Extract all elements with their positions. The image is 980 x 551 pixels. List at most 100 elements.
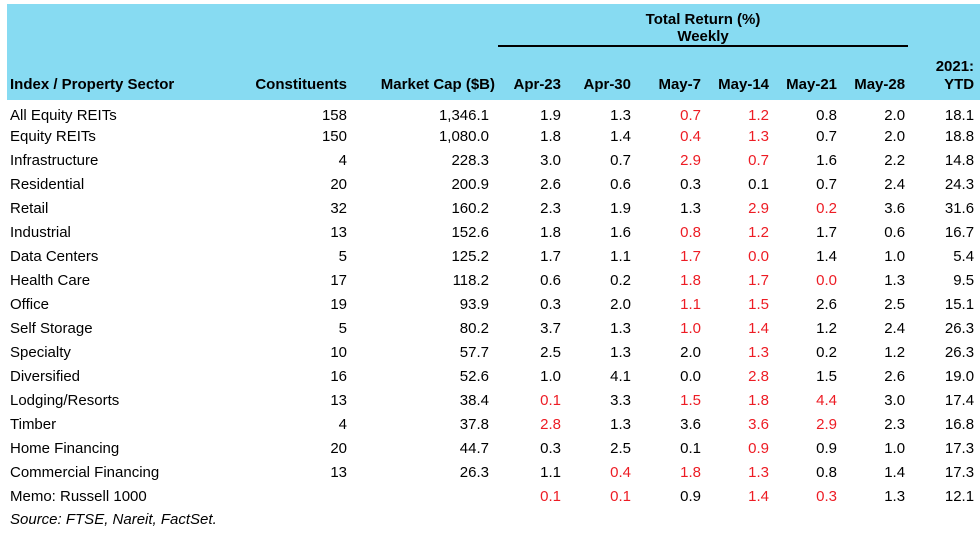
table-cell: 0.7 [680,106,701,124]
group-header-row: Total Return (%) Weekly [7,4,980,47]
table-cell: 1.5 [816,367,837,385]
source-note: Source: FTSE, Nareit, FactSet. [10,511,217,528]
table-cell: 44.7 [459,439,489,457]
table-cell: 1.1 [610,247,631,265]
table-cell: 1.4 [884,463,906,481]
table-cell: 1.3 [610,415,631,433]
table-row: Timber 4 37.8 2.8 1.3 3.6 3.6 2.9 2.3 16.8 [7,412,980,436]
group-title-line2: Weekly [677,28,729,45]
table-cell: 0.8 [680,223,701,241]
table-cell: Lodging/Resorts [10,391,120,409]
table-cell: 2.5 [884,295,906,313]
table-cell: 1.7 [748,271,769,289]
table-cell: 26.3 [944,319,975,337]
table-cell: 0.8 [816,463,837,481]
table-cell: 80.2 [459,319,489,337]
col-header-constituents: Constituents [245,46,350,100]
table-cell: 2.8 [540,415,561,433]
col-header-week-may-7: May-7 [634,46,704,100]
table-cell: 20 [330,175,347,193]
table-cell: 0.9 [748,439,769,457]
table-cell: 0.7 [748,151,769,169]
table-cell: Specialty [10,343,71,361]
table-cell: 13 [330,463,347,481]
table-cell: 0.7 [610,151,631,169]
table-cell: Home Financing [10,439,120,457]
table-cell: 2.2 [884,151,906,169]
group-title-line1: Total Return (%) [645,11,761,28]
table-cell: 3.3 [610,391,631,409]
table-cell: 26.3 [459,463,489,481]
table-cell: 0.3 [540,295,561,313]
table-cell: 2.0 [884,127,906,145]
table-cell: 3.6 [748,415,769,433]
table-cell: 16.7 [944,223,975,241]
table-cell: 1.0 [680,319,701,337]
table-row: Diversified 16 52.6 1.0 4.1 0.0 2.8 1.5 2.6 19.0 [7,364,980,388]
table-footer: Source: FTSE, Nareit, FactSet. [7,508,980,532]
col-header-2021-ytd: 2021: YTD [908,46,980,100]
table-cell: 2.6 [816,295,837,313]
col-header-market-cap: Market Cap ($B) [350,46,498,100]
table-cell: 26.3 [944,343,975,361]
table-cell: 18.1 [944,106,975,124]
table-cell: 0.1 [610,487,631,505]
table-cell: 0.6 [610,175,631,193]
table-cell: 1.0 [884,439,906,457]
table-cell: 17.3 [944,439,975,457]
reit-weekly-returns-page: Total Return (%) Weekly Index / Property… [7,4,980,532]
table-cell: 1,346.1 [438,106,489,124]
table-cell: 57.7 [459,343,489,361]
table-cell: 2.0 [884,106,906,124]
group-header-spacer-left [7,4,498,46]
table-cell: 1.9 [610,199,631,217]
table-row: Residential 20 200.9 2.6 0.6 0.3 0.1 0.7 2.4 24.3 [7,172,980,196]
table-row: Commercial Financing 13 26.3 1.1 0.4 1.8 1.3 0.… [7,460,980,484]
table-cell: 2.6 [540,175,561,193]
table-cell: 0.2 [816,199,837,217]
col-header-week-may-28: May-28 [840,46,909,100]
table-cell: 2.4 [884,319,906,337]
table-cell: 0.3 [680,175,701,193]
table-cell: 17 [330,271,347,289]
table-cell: 2.5 [610,439,631,457]
reit-returns-table: Total Return (%) Weekly Index / Property… [7,4,980,532]
table-cell: 1.2 [884,343,906,361]
table-cell [350,484,498,508]
table-cell: 0.7 [816,175,837,193]
table-row: Office 19 93.9 0.3 2.0 1.1 1.5 2.6 2.5 15.1 [7,292,980,316]
table-cell: Self Storage [10,319,93,337]
table-cell: Diversified [10,367,81,385]
table-row: Industrial 13 152.6 1.8 1.6 0.8 1.2 1.7 0.6 16.7 [7,220,980,244]
table-row: All Equity REITs 158 1,346.1 1.9 1.3 0.7 1.2 0.… [7,100,980,124]
table-cell: 118.2 [452,271,489,289]
table-cell: 1.8 [680,271,701,289]
col-header-week-apr-23: Apr-23 [498,46,564,100]
table-cell: 37.8 [459,415,489,433]
table-cell: 0.4 [610,463,631,481]
table-cell: 1.8 [680,463,701,481]
table-cell: 1.1 [540,463,561,481]
table-cell: 0.1 [680,439,701,457]
table-cell: 0.0 [748,247,769,265]
table-cell: Memo: Russell 1000 [10,487,147,505]
table-cell: 1.5 [680,391,701,409]
table-cell: 1.0 [540,367,561,385]
table-cell: 152.6 [451,223,489,241]
table-cell: 2.4 [884,175,906,193]
ytd-header-line2: YTD [944,76,975,93]
table-cell: 20 [330,439,347,457]
column-header-row: Index / Property Sector Constituents Mar… [7,46,980,100]
table-cell: 1.4 [610,127,631,145]
table-cell: 1.7 [816,223,837,241]
table-cell: 1.2 [748,223,769,241]
table-cell: 3.6 [680,415,701,433]
table-cell: 5 [338,247,347,265]
table-cell: 158 [321,106,347,124]
table-cell: 0.1 [748,175,769,193]
table-cell: 2.0 [610,295,631,313]
table-cell: 2.9 [680,151,701,169]
table-cell: 3.7 [540,319,561,337]
table-cell: 228.3 [451,151,489,169]
table-cell: 0.1 [540,391,561,409]
